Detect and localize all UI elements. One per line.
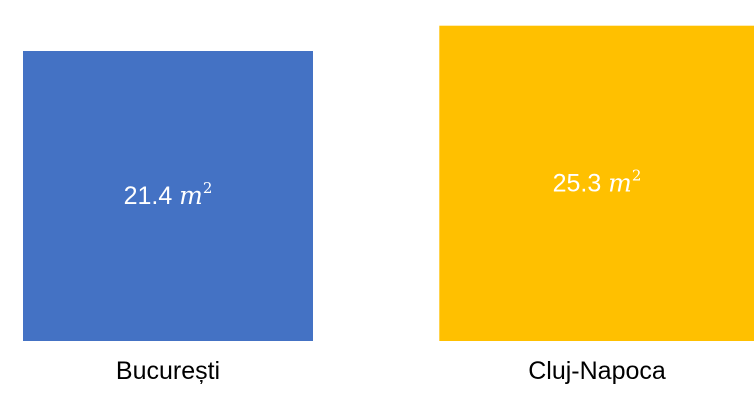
- category-label-2: Cluj-Napoca: [528, 357, 666, 385]
- value-label-1: 21.4 m2: [124, 179, 213, 210]
- area-square-1: [23, 51, 313, 341]
- category-label-1: București: [116, 357, 220, 385]
- value-label-2: 25.3 m2: [553, 166, 642, 197]
- area-square-2: [439, 25, 754, 341]
